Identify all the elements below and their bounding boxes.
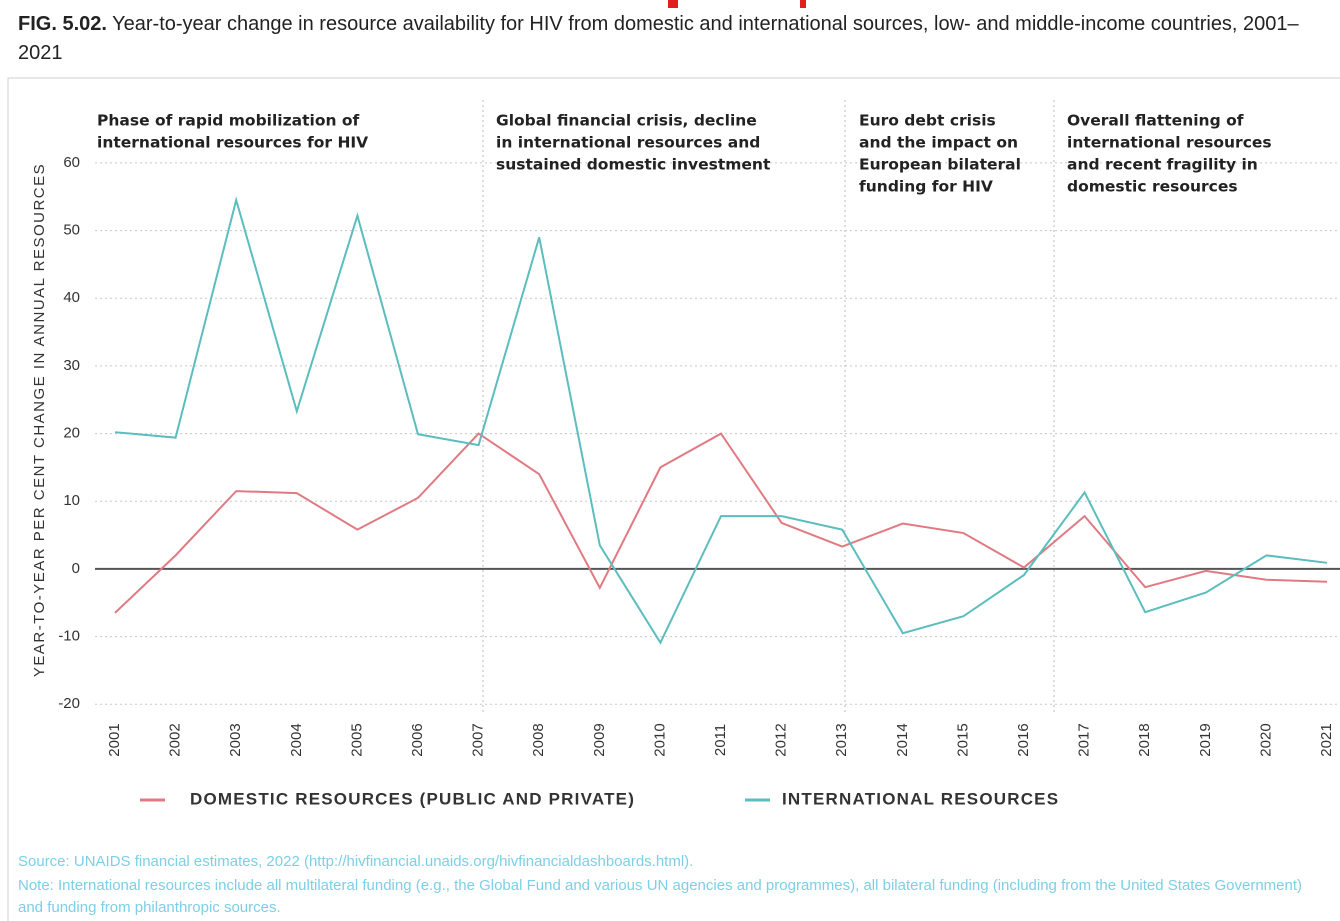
x-tick-label: 2007 xyxy=(470,723,487,756)
y-tick-label: -20 xyxy=(58,695,80,712)
x-tick-label: 2019 xyxy=(1197,723,1214,756)
series-line xyxy=(114,196,1328,645)
phase-annotation: funding for HIV xyxy=(859,178,993,196)
x-tick-label: 2006 xyxy=(409,723,426,756)
x-tick-label: 2001 xyxy=(106,723,123,756)
y-tick-label: 60 xyxy=(63,154,80,171)
phase-annotation: Euro debt crisis xyxy=(859,112,996,130)
y-tick-label: 0 xyxy=(72,560,80,577)
x-tick-label: 2003 xyxy=(227,723,244,756)
x-tick-label: 2011 xyxy=(712,724,729,756)
phase-annotation: Global financial crisis, decline xyxy=(496,112,757,130)
y-tick-label: 50 xyxy=(63,222,80,239)
legend-label: DOMESTIC RESOURCES (PUBLIC AND PRIVATE) xyxy=(190,789,635,808)
phase-annotation: international resources xyxy=(1067,134,1272,152)
phase-annotation: in international resources and xyxy=(496,134,760,152)
x-tick-label: 2017 xyxy=(1076,723,1093,756)
x-tick-label: 2021 xyxy=(1318,723,1335,756)
y-tick-label: -10 xyxy=(58,628,80,645)
chart-title: FIG. 5.02. Year-to-year change in resour… xyxy=(18,10,1340,68)
y-tick-label: 40 xyxy=(63,289,80,306)
phase-annotation: Overall flattening of xyxy=(1067,112,1244,130)
x-tick-label: 2020 xyxy=(1257,723,1274,756)
x-tick-label: 2010 xyxy=(651,723,668,756)
phase-annotation: international resources for HIV xyxy=(97,134,368,152)
x-tick-label: 2008 xyxy=(530,723,547,756)
x-tick-label: 2013 xyxy=(833,723,850,756)
x-tick-label: 2015 xyxy=(954,723,971,756)
crop-mark xyxy=(668,0,678,8)
phase-annotation: European bilateral xyxy=(859,156,1021,174)
frame xyxy=(7,77,1340,921)
x-tick-label: 2012 xyxy=(773,723,790,756)
source: Source: UNAIDS financial estimates, 2022… xyxy=(18,853,694,870)
y-tick-label: 10 xyxy=(63,492,80,509)
phase-annotation: Phase of rapid mobilization of xyxy=(97,112,360,130)
x-tick-label: 2018 xyxy=(1136,723,1153,756)
note: Note: International resources include al… xyxy=(18,877,1303,916)
y-axis-label: YEAR-TO-YEAR PER CENT CHANGE IN ANNUAL R… xyxy=(31,163,48,677)
phase-annotation: domestic resources xyxy=(1067,178,1238,196)
x-tick-label: 2009 xyxy=(591,723,608,756)
x-tick-label: 2004 xyxy=(288,723,305,756)
phase-annotation: and recent fragility in xyxy=(1067,156,1258,174)
phase-annotation: and the impact on xyxy=(859,134,1018,152)
legend-label: INTERNATIONAL RESOURCES xyxy=(782,789,1059,808)
x-tick-label: 2002 xyxy=(167,723,184,756)
x-tick-label: 2005 xyxy=(348,723,365,756)
y-tick-label: 20 xyxy=(63,425,80,442)
title-text: Year-to-year change in resource availabi… xyxy=(18,13,1299,64)
x-tick-label: 2014 xyxy=(894,723,911,756)
x-tick-label: 2016 xyxy=(1015,723,1032,756)
y-tick-label: 30 xyxy=(63,357,80,374)
series-line xyxy=(114,432,1328,614)
phase-annotation: sustained domestic investment xyxy=(496,156,771,174)
figure-label: FIG. 5.02. xyxy=(18,13,107,35)
crop-mark xyxy=(800,0,806,8)
